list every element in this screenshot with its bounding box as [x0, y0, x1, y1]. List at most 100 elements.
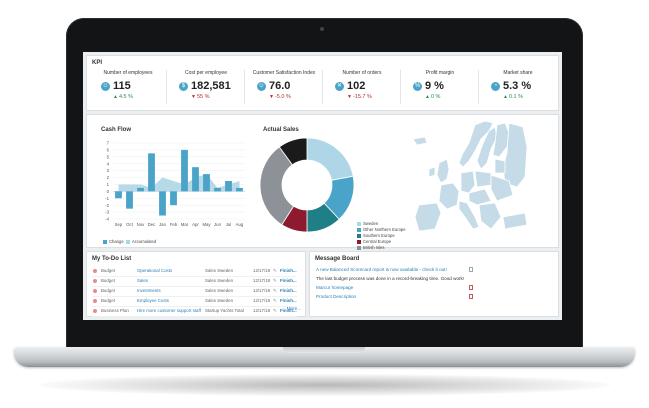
- cash-flow-bar[interactable]: [192, 167, 199, 192]
- cash-flow-bar[interactable]: [137, 187, 144, 192]
- kpi-label: Customer Satisfaction Index: [252, 70, 316, 76]
- actual-sales-donut: [259, 137, 355, 233]
- todo-row[interactable]: Budget Employee Costs Sales Sweden 12/17/18…: [92, 296, 297, 307]
- kpi-divider: [166, 70, 167, 104]
- cash-flow-bar[interactable]: [115, 191, 122, 199]
- cash-flow-bar[interactable]: [236, 187, 243, 192]
- kpi-card[interactable]: Number of employees ☺ 115 ▲4.5 %: [91, 70, 165, 110]
- todo-item-link[interactable]: Hire more customer support staff: [137, 308, 201, 313]
- pdf-icon[interactable]: [469, 294, 473, 299]
- map-region-baltic[interactable]: [494, 158, 506, 174]
- kpi-value: 5.3 %: [503, 80, 532, 92]
- status-dot-icon: [93, 289, 97, 293]
- todo-item-link[interactable]: Operational Costs: [137, 268, 173, 273]
- map-region-finland[interactable]: [492, 122, 510, 158]
- todo-item-link[interactable]: Investments: [137, 288, 161, 293]
- y-tick-label: -4: [105, 217, 109, 222]
- sales-legend-item: Southern Europe: [357, 233, 406, 239]
- map-region-ireland[interactable]: [428, 166, 436, 178]
- kpi-change: ▲0.1 %: [503, 94, 523, 100]
- cash-flow-bar[interactable]: [148, 153, 155, 192]
- map-region-iberia[interactable]: [414, 202, 442, 232]
- kpi-card[interactable]: Profit margin% 9 % ▲0 %: [403, 70, 477, 110]
- cash-flow-bar[interactable]: [225, 181, 232, 192]
- todo-row[interactable]: Budget Operational Costs Sales Sweden 12/17…: [92, 266, 297, 277]
- message-row[interactable]: Marcur homepage: [316, 283, 476, 292]
- map-region-uk[interactable]: [436, 158, 450, 184]
- arrow-up-icon: ▲: [425, 94, 430, 100]
- donut-slice[interactable]: [306, 137, 354, 181]
- map-region-balkans[interactable]: [478, 202, 502, 230]
- map-region-iceland[interactable]: [412, 136, 428, 146]
- map-region-belarus-ukraine[interactable]: [490, 174, 514, 202]
- status-dot-icon: [93, 279, 97, 283]
- map-region-norway[interactable]: [458, 120, 494, 168]
- todo-finish-link[interactable]: Finish...: [280, 308, 297, 313]
- todo-row[interactable]: Budget Sales Sales Sweden 12/17/18 ✎ Finish..…: [92, 276, 297, 287]
- legend-label: Other Northern Europe: [363, 227, 406, 232]
- y-tick-label: -3: [105, 210, 109, 215]
- x-tick-label: Jul: [226, 222, 232, 227]
- message-row: The last budget process was done in a re…: [316, 274, 476, 283]
- todo-row[interactable]: Budget Investments Sales Sweden 12/17/18 ✎ Fi…: [92, 286, 297, 297]
- edit-icon[interactable]: ✎: [273, 268, 277, 273]
- map-region-italy[interactable]: [458, 200, 480, 230]
- todo-unit: Sales Sweden: [205, 278, 234, 283]
- message-row[interactable]: A new Balanced Scorecard report is now a…: [316, 265, 476, 274]
- document-icon[interactable]: [469, 267, 473, 272]
- todo-finish-link[interactable]: Finish...: [280, 278, 297, 283]
- kpi-title: KPI: [92, 60, 103, 66]
- todo-type: Budget: [101, 268, 115, 273]
- todo-finish-link[interactable]: Finish...: [280, 298, 297, 303]
- arrow-up-icon: ▲: [113, 94, 118, 100]
- message-row[interactable]: Product Description: [316, 292, 476, 301]
- x-tick-label: Sep: [115, 222, 123, 227]
- kpi-change-value: -5.0 %: [274, 94, 291, 100]
- todo-finish-link[interactable]: Finish...: [280, 268, 297, 273]
- x-tick-label: Oct: [126, 222, 133, 227]
- edit-icon[interactable]: ✎: [273, 298, 277, 303]
- map-region-poland[interactable]: [474, 170, 492, 188]
- y-tick-label: 7: [107, 141, 110, 146]
- kpi-card[interactable]: Customer Satisfaction Index ☺ 76.0 ▼-5.0 %: [247, 70, 321, 110]
- kpi-card[interactable]: Number of orders ✕ 102 ▼-15.7 %: [325, 70, 399, 110]
- legend-label: British Isles: [363, 245, 385, 250]
- todo-item-link[interactable]: Sales: [137, 278, 148, 283]
- todo-more-link[interactable]: More...: [286, 306, 301, 311]
- message-text[interactable]: A new Balanced Scorecard report is now a…: [316, 267, 447, 272]
- cash-flow-bar[interactable]: [181, 149, 188, 192]
- legend-label: Southern Europe: [363, 233, 395, 238]
- arrow-down-icon: ▼: [269, 94, 274, 100]
- legend-label: Central Europe: [363, 239, 392, 244]
- cash-flow-bar[interactable]: [214, 187, 221, 192]
- accumulated-area: [118, 174, 240, 192]
- cash-flow-bar[interactable]: [170, 191, 177, 206]
- todo-type: Budget: [101, 288, 115, 293]
- todo-item-link[interactable]: Employee Costs: [137, 298, 169, 303]
- donut-slice[interactable]: [278, 137, 308, 166]
- kpi-card[interactable]: Market share ◔ 5.3 % ▲0.1 %: [481, 70, 555, 110]
- kpi-label: Profit margin: [425, 70, 455, 76]
- cash-flow-bar[interactable]: [126, 191, 133, 209]
- x-tick-label: Jun: [214, 222, 222, 227]
- cash-flow-bar[interactable]: [159, 191, 166, 216]
- map-region-turkey[interactable]: [502, 212, 528, 230]
- todo-finish-link[interactable]: Finish...: [280, 288, 297, 293]
- map-region-central[interactable]: [468, 188, 492, 206]
- pdf-icon[interactable]: [469, 285, 473, 290]
- todo-row[interactable]: Business Plan Hire more customer support …: [92, 306, 297, 317]
- map-region-russia[interactable]: [502, 122, 528, 188]
- people-icon: ☺: [101, 82, 110, 91]
- kpi-card[interactable]: Cost per employee $182,581 ▼55 %: [169, 70, 243, 110]
- edit-icon[interactable]: ✎: [273, 278, 277, 283]
- map-region-france[interactable]: [438, 182, 460, 210]
- message-text[interactable]: Marcur homepage: [316, 285, 354, 290]
- dashboard-screen: KPI Number of employees ☺ 115 ▲4.5 % Cost pe…: [83, 52, 562, 320]
- edit-icon[interactable]: ✎: [273, 288, 277, 293]
- donut-slice[interactable]: [259, 146, 295, 226]
- cash-flow-bar[interactable]: [203, 174, 210, 192]
- europe-map[interactable]: [405, 117, 530, 245]
- edit-icon[interactable]: ✎: [273, 308, 277, 313]
- map-region-germany[interactable]: [460, 170, 476, 194]
- message-text[interactable]: Product Description: [316, 294, 357, 299]
